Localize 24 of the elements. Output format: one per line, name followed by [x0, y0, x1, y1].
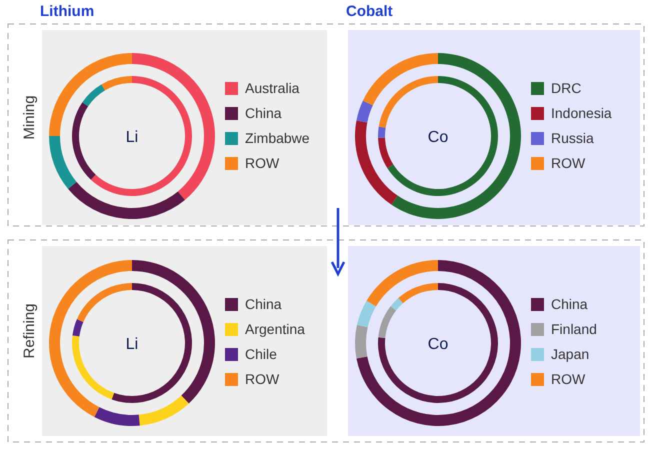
text: Li: [126, 129, 138, 146]
legend-label: China: [245, 105, 282, 121]
legend-label: China: [551, 296, 588, 312]
chart-title: Lithium: [40, 3, 94, 20]
text: Co: [428, 336, 448, 353]
legend-label: Australia: [245, 80, 300, 96]
legend-label: Argentina: [245, 321, 306, 337]
text: Mining: [21, 95, 38, 140]
legend-label: Russia: [551, 130, 594, 146]
legend-label: ROW: [551, 371, 586, 387]
legend-label: Japan: [551, 346, 590, 362]
chart-title: Cobalt: [346, 3, 393, 20]
legend-label: Indonesia: [551, 105, 612, 121]
legend-label: Chile: [245, 346, 278, 362]
legend-label: Finland: [551, 321, 597, 337]
legend-label: ROW: [551, 155, 586, 171]
text: Co: [428, 129, 448, 146]
legend-label: China: [245, 296, 282, 312]
legend-label: ROW: [245, 155, 280, 171]
text: Li: [126, 336, 138, 353]
text: Refining: [21, 303, 38, 359]
legend-label: Zimbabwe: [245, 130, 310, 146]
legend-label: ROW: [245, 371, 280, 387]
legend-label: DRC: [551, 80, 582, 96]
